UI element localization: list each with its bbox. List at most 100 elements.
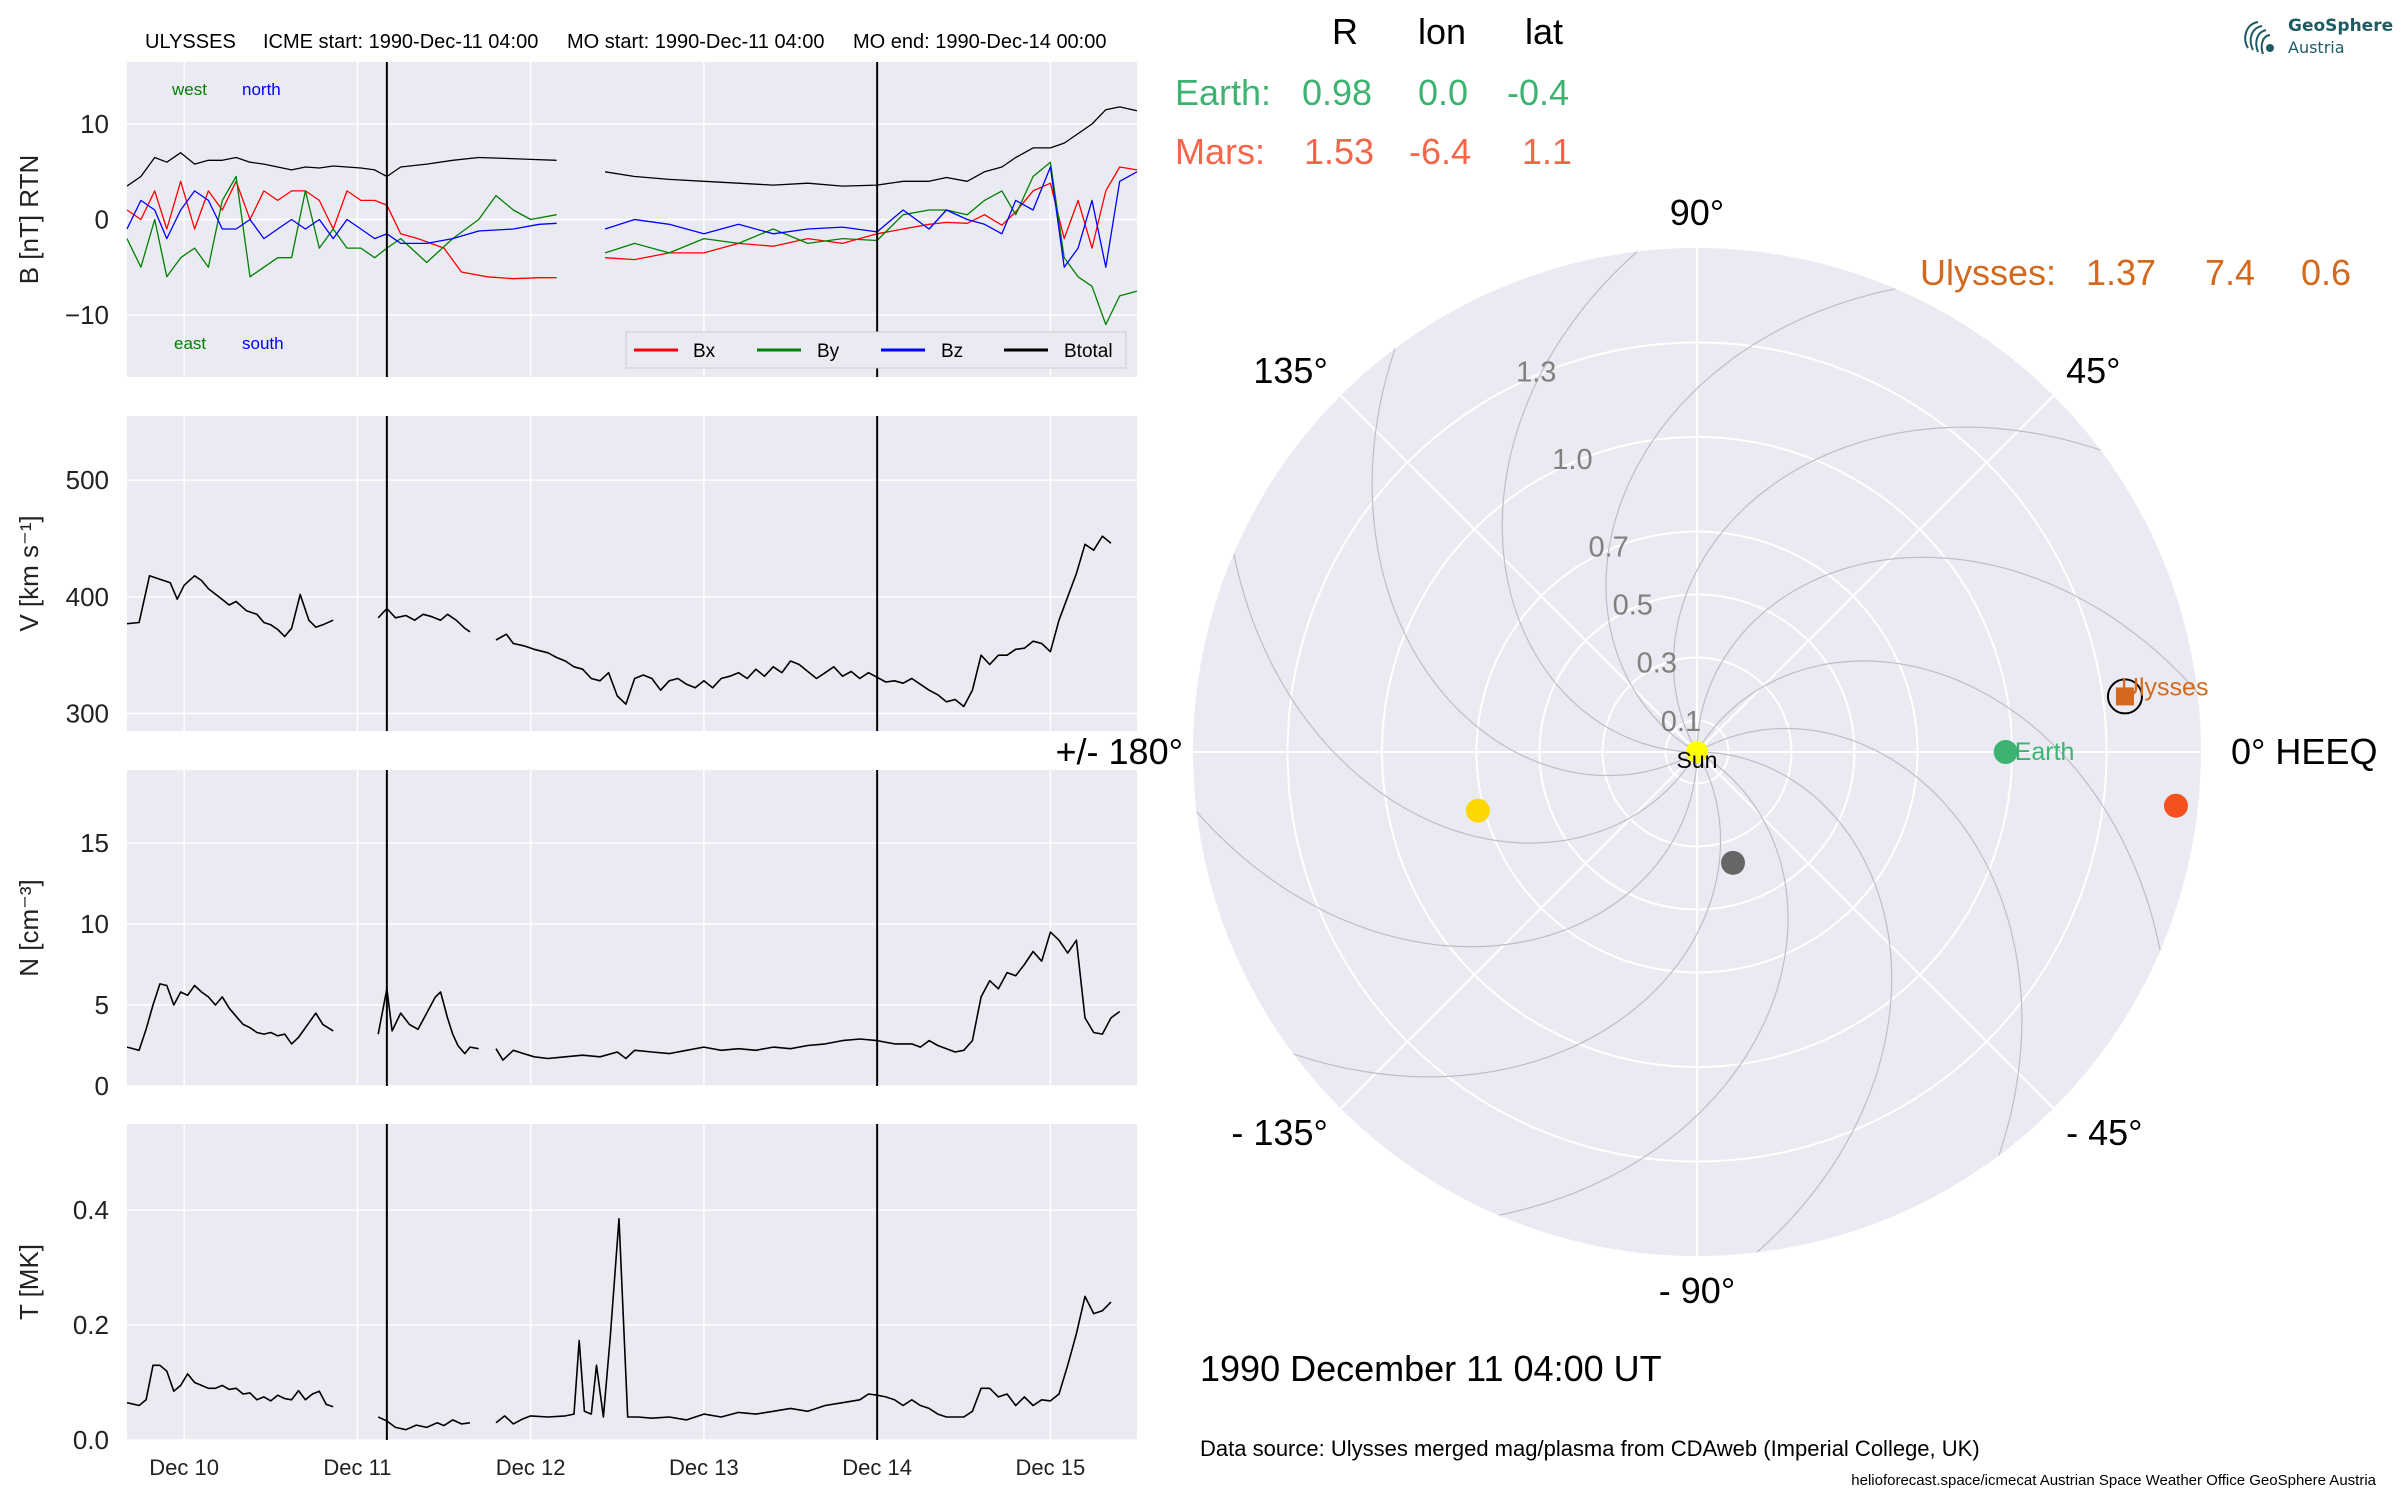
y-tick-label: 5 [95,990,109,1020]
y-axis-label: T [MK] [14,1244,44,1320]
y-tick-label: 10 [80,909,109,939]
ulysses-label: Ulysses [2121,673,2209,701]
polar-plot: 0.1 0.3 0.5 0.7 1.0 1.3 0° HEEQ 45° 90° 135° +/- 1… [1056,192,2378,1311]
earth-row-label: Earth: [1175,72,1271,113]
series-line-t [377,1416,471,1431]
plot-background [127,416,1137,731]
series-line-v [126,575,334,638]
date-label: 1990 December 11 04:00 UT [1200,1348,1662,1389]
header-title: ULYSSES ICME start: 1990-Dec-11 04:00 MO… [145,31,1107,53]
panel-velocity: 500 400 300 V [km s⁻¹] [14,416,1137,731]
parker-spiral-line [1501,251,1698,753]
mars-row-label: Mars: [1175,131,1265,172]
series-line-btotal [604,106,1138,187]
parker-spirals [1196,251,2198,1253]
parker-spiral-line [1605,288,1896,753]
radial-tick-label: 1.0 [1552,444,1592,476]
ulysses-highlight-ring [2106,678,2143,715]
y-axis-label: N [cm⁻³] [14,879,44,977]
ulysses-row-r: 1.37 [2086,252,2156,293]
column-header-lon: lon [1418,11,1466,52]
header-mo-start: MO start: 1990-Dec-11 04:00 [567,31,825,53]
y-tick-label: 0 [95,1071,109,1101]
sun-label: Sun [1677,747,1718,773]
x-tick-label: Dec 12 [496,1455,566,1480]
y-tick-label: 0 [95,205,109,235]
earth-row-r: 0.98 [1302,72,1372,113]
series-line-bz [126,190,557,245]
x-tick-label: Dec 10 [149,1455,219,1480]
x-tick-label: Dec 14 [842,1455,912,1480]
column-header-lat: lat [1525,11,1563,52]
y-tick-label: 15 [80,828,109,858]
angle-tick-label: 45° [2066,350,2120,391]
series-line-t [495,1218,1112,1425]
parker-spiral-line [1672,426,2101,753]
y-tick-label: −10 [65,300,109,330]
series-line-bx [605,166,1138,261]
radial-tick-label: 0.5 [1613,589,1653,621]
positions-table: R lon lat Earth: 0.98 0.0 -0.4 Mars: 1.5… [1175,11,2351,293]
angle-tick-label: 135° [1253,350,1327,391]
ulysses-row-lon: 7.4 [2205,252,2255,293]
parker-spiral-line [1498,751,1789,1216]
angle-spoke [1696,394,2055,753]
earth-row-lat: -0.4 [1507,72,1569,113]
y-tick-label: 0.4 [73,1195,109,1225]
parker-spiral-line [1293,751,1722,1078]
legend-label-by: By [817,341,840,362]
series-line-by [126,175,557,278]
radial-tick-label: 0.7 [1588,531,1628,563]
parker-spiral-line [1196,751,1698,948]
ulysses-row-lat: 0.6 [2301,252,2351,293]
parker-spiral-line [1696,751,1893,1253]
ulysses-marker [2115,687,2134,706]
mars-row-r: 1.53 [1304,131,1374,172]
annotation-south: south [242,334,284,353]
header-spacecraft: ULYSSES [145,31,236,53]
mars-row-lat: 1.1 [1522,131,1572,172]
x-tick-label: Dec 11 [323,1455,391,1480]
y-axis-label: B [nT] RTN [14,155,44,285]
y-axis-label: V [km s⁻¹] [14,515,44,631]
annotation-north: north [242,80,281,99]
angle-spoke [1339,751,1698,1110]
annotation-west: west [171,80,207,99]
series-line-v [495,535,1112,708]
series-line-n [377,988,479,1055]
angle-spoke [1696,751,2055,1110]
earth-label: Earth [2015,738,2075,766]
series-line-bx [126,180,557,280]
radial-tick-label: 0.3 [1637,648,1677,680]
x-tick-label: Dec 15 [1016,1455,1086,1480]
angle-tick-label: +/- 180° [1056,731,1183,772]
legend-label-btotal: Btotal [1064,341,1113,362]
y-tick-label: 400 [66,582,109,612]
panel-temperature: 0.4 0.2 0.0 T [MK] Dec 10 Dec 11 Dec 12 Dec 13 D… [14,1124,1137,1480]
y-tick-label: 500 [66,465,109,495]
annotation-east: east [174,334,206,353]
footer-credits: helioforecast.space/icmecat Austrian Spa… [1851,1472,2376,1489]
angle-spoke [1339,394,1698,753]
angle-tick-label: - 135° [1231,1112,1327,1153]
ulysses-row-label: Ulysses: [1920,252,2056,293]
y-tick-label: 10 [80,109,109,139]
geosphere-logo: GeoSphere Austria [2236,12,2393,68]
logo-line2: Austria [2288,38,2345,57]
panel-b-field: 10 0 −10 B [nT] RTN [14,62,1138,377]
plot-background [127,770,1137,1086]
angle-tick-label: - 90° [1659,1270,1735,1311]
parker-spiral-line [1371,348,1698,777]
mars-marker [2163,793,2188,818]
series-line-bz [604,166,1138,268]
series-line-btotal [126,152,557,187]
radial-tick-label: 1.3 [1516,357,1556,389]
parker-spiral-line [1696,727,2023,1156]
series-line-v [377,607,471,633]
radial-tick-label: 0.1 [1661,706,1701,738]
panel-density: 15 10 5 0 N [cm⁻³] [14,770,1137,1101]
series-line-n [126,983,334,1052]
parker-spiral-line [1696,660,2161,951]
logo-mark-icon [2244,21,2274,55]
